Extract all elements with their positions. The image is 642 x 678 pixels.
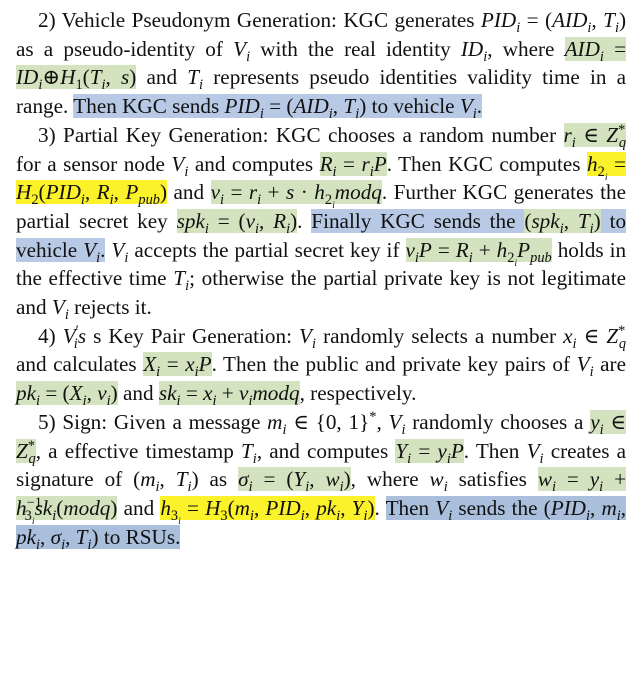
highlight-vi-formula: vi = ri + s · h2imodq <box>210 180 382 212</box>
heading-vehicle-pseudonym: 2) Vehicle Pseudonym Generation: <box>38 8 337 32</box>
paragraph-vehicle-pseudonym: 2) Vehicle Pseudonym Generation: KGC gen… <box>16 8 627 123</box>
heading-sign: 5) Sign: <box>38 409 108 434</box>
paragraph-key-pair: 4) V′is s Key Pair Generation: Vi random… <box>16 322 627 410</box>
paragraph-partial-key: 3) Partial Key Generation: KGC chooses a… <box>16 121 627 324</box>
highlight-pk-formula: pki = (Xi, vi) <box>16 381 118 410</box>
highlight-verify-formula: viP = Ri + h2iPpub <box>405 237 552 269</box>
highlight-h3-formula: h3i = H3(mi, PIDi, pki, Yi) <box>160 495 375 528</box>
paragraph-sign: 5) Sign: Given a message mi ∈ {0, 1}*, V… <box>16 408 627 553</box>
highlight-ri-formula: Ri = riP <box>319 151 387 180</box>
heading-partial-key: 3) Partial Key Generation: <box>38 122 269 147</box>
highlight-xi-formula: Xi = xiP <box>143 352 212 381</box>
highlight-sk-formula: ski = xi + vimodq <box>158 381 300 410</box>
highlight-sigma-formula: σi = (Yi, wi) <box>238 467 351 496</box>
highlight-ri-in-zq: ri ∈ Z*q <box>563 121 627 152</box>
highlight-Yi-formula: Yi = yiP <box>395 438 464 467</box>
highlight-spk-formula: spki = (vi, Ri) <box>176 208 298 238</box>
highlight-kgc-sends-pid: Then KGC sends PIDi = (AIDi, Ti) to vehi… <box>73 94 483 123</box>
heading-key-pair: 4) V′is s Key Pair Generation: <box>38 322 292 352</box>
